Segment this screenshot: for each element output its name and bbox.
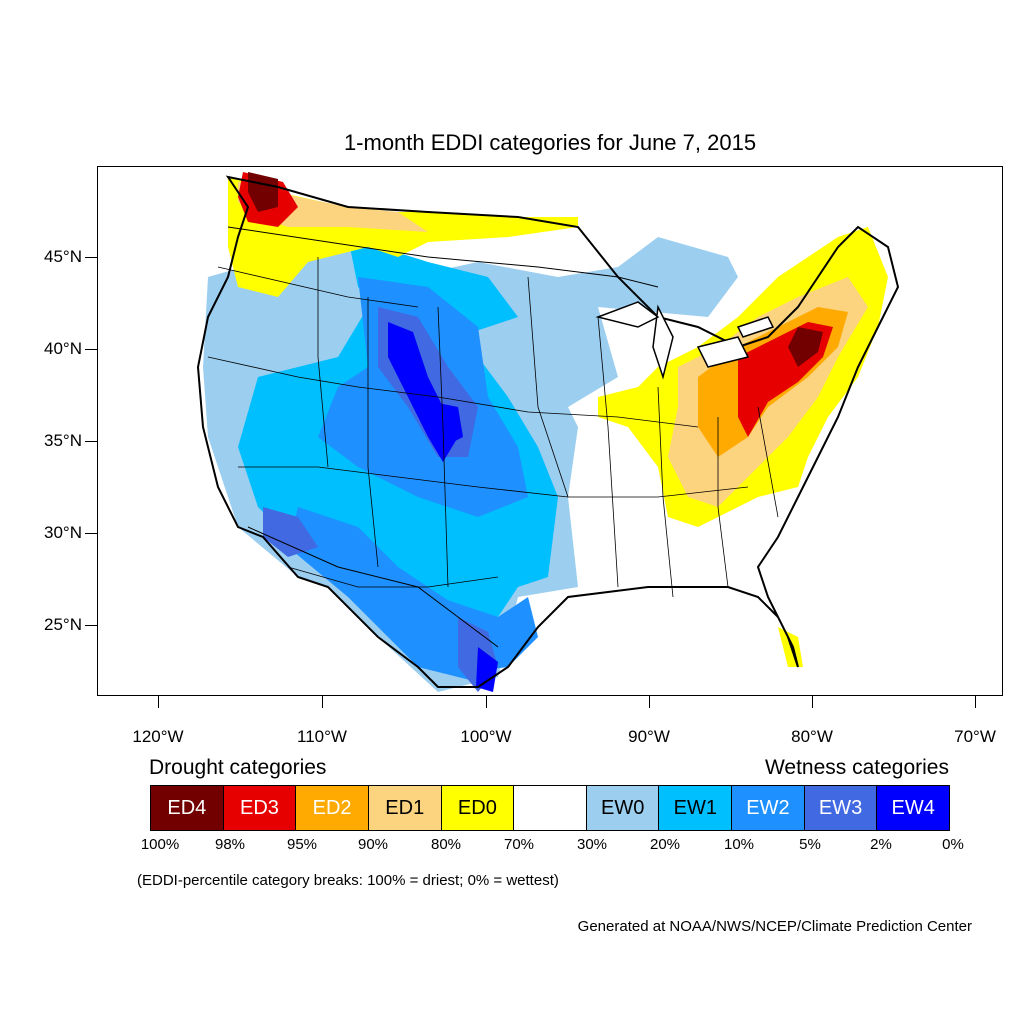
latitude-label-35n: 35°N bbox=[44, 431, 82, 450]
break-label: 20% bbox=[649, 836, 681, 853]
latitude-label-25n: 25°N bbox=[44, 615, 82, 634]
legend-box-ew4: EW4 bbox=[877, 786, 950, 830]
legend-box-ew2: EW2 bbox=[732, 786, 805, 830]
break-label: 5% bbox=[799, 836, 821, 853]
break-label: 10% bbox=[723, 836, 755, 853]
break-label: 70% bbox=[503, 836, 535, 853]
break-label: 30% bbox=[576, 836, 608, 853]
legend-box-ed4: ED4 bbox=[151, 786, 224, 830]
longitude-tick bbox=[322, 696, 323, 708]
wet-region-ew4-texas bbox=[476, 647, 498, 692]
break-label: 90% bbox=[357, 836, 389, 853]
longitude-tick bbox=[975, 696, 976, 708]
longitude-tick bbox=[486, 696, 487, 708]
credit-line: Generated at NOAA/NWS/NCEP/Climate Predi… bbox=[577, 918, 972, 935]
longitude-label-100w: 100°W bbox=[460, 727, 512, 746]
canada-border bbox=[227, 226, 659, 288]
legend-box-neutral bbox=[514, 786, 587, 830]
latitude-tick bbox=[85, 441, 97, 442]
legend-color-bar: ED4 ED3 ED2 ED1 ED0 EW0 EW1 EW2 EW3 EW4 bbox=[150, 785, 950, 831]
legend-box-ew1: EW1 bbox=[659, 786, 733, 830]
wetness-categories-heading: Wetness categories bbox=[764, 756, 949, 779]
mexico-border bbox=[247, 526, 499, 648]
longitude-label-90w: 90°W bbox=[628, 727, 670, 746]
longitude-tick bbox=[812, 696, 813, 708]
map-title: 1-month EDDI categories for June 7, 2015 bbox=[343, 130, 757, 155]
latitude-label-30n: 30°N bbox=[44, 523, 82, 542]
map-canvas bbox=[196, 172, 900, 692]
legend-box-ed1: ED1 bbox=[368, 786, 442, 830]
map-plot-area bbox=[97, 166, 1003, 696]
break-label: 100% bbox=[140, 836, 180, 853]
dry-region-east-ed4 bbox=[788, 327, 823, 367]
category-breaks-note: (EDDI-percentile category breaks: 100% =… bbox=[137, 872, 559, 889]
latitude-tick bbox=[85, 257, 97, 258]
legend-box-ed3: ED3 bbox=[223, 786, 297, 830]
state-borders bbox=[207, 257, 779, 598]
latitude-tick bbox=[85, 533, 97, 534]
drought-categories-heading: Drought categories bbox=[149, 756, 327, 779]
legend-box-ew0: EW0 bbox=[586, 786, 660, 830]
legend-box-ew3: EW3 bbox=[804, 786, 878, 830]
break-label: 95% bbox=[286, 836, 318, 853]
break-label: 98% bbox=[214, 836, 246, 853]
break-label: 80% bbox=[430, 836, 462, 853]
great-lakes bbox=[595, 301, 775, 380]
latitude-tick bbox=[85, 625, 97, 626]
legend-box-ed0: ED0 bbox=[441, 786, 515, 830]
longitude-label-120w: 120°W bbox=[132, 727, 184, 746]
longitude-tick bbox=[158, 696, 159, 708]
latitude-label-40n: 40°N bbox=[44, 339, 82, 358]
wet-region-ew4-colorado bbox=[433, 402, 463, 447]
legend-box-ed2: ED2 bbox=[296, 786, 369, 830]
break-label: 2% bbox=[870, 836, 892, 853]
wet-region-ew3-arizona bbox=[263, 507, 318, 557]
wet-region-ew2-south bbox=[288, 507, 498, 682]
longitude-label-110w: 110°W bbox=[297, 727, 347, 746]
latitude-label-45n: 45°N bbox=[44, 247, 82, 266]
latitude-tick bbox=[85, 349, 97, 350]
longitude-label-70w: 70°W bbox=[954, 727, 996, 746]
break-label: 0% bbox=[942, 836, 964, 853]
longitude-label-80w: 80°W bbox=[791, 727, 833, 746]
longitude-tick bbox=[649, 696, 650, 708]
